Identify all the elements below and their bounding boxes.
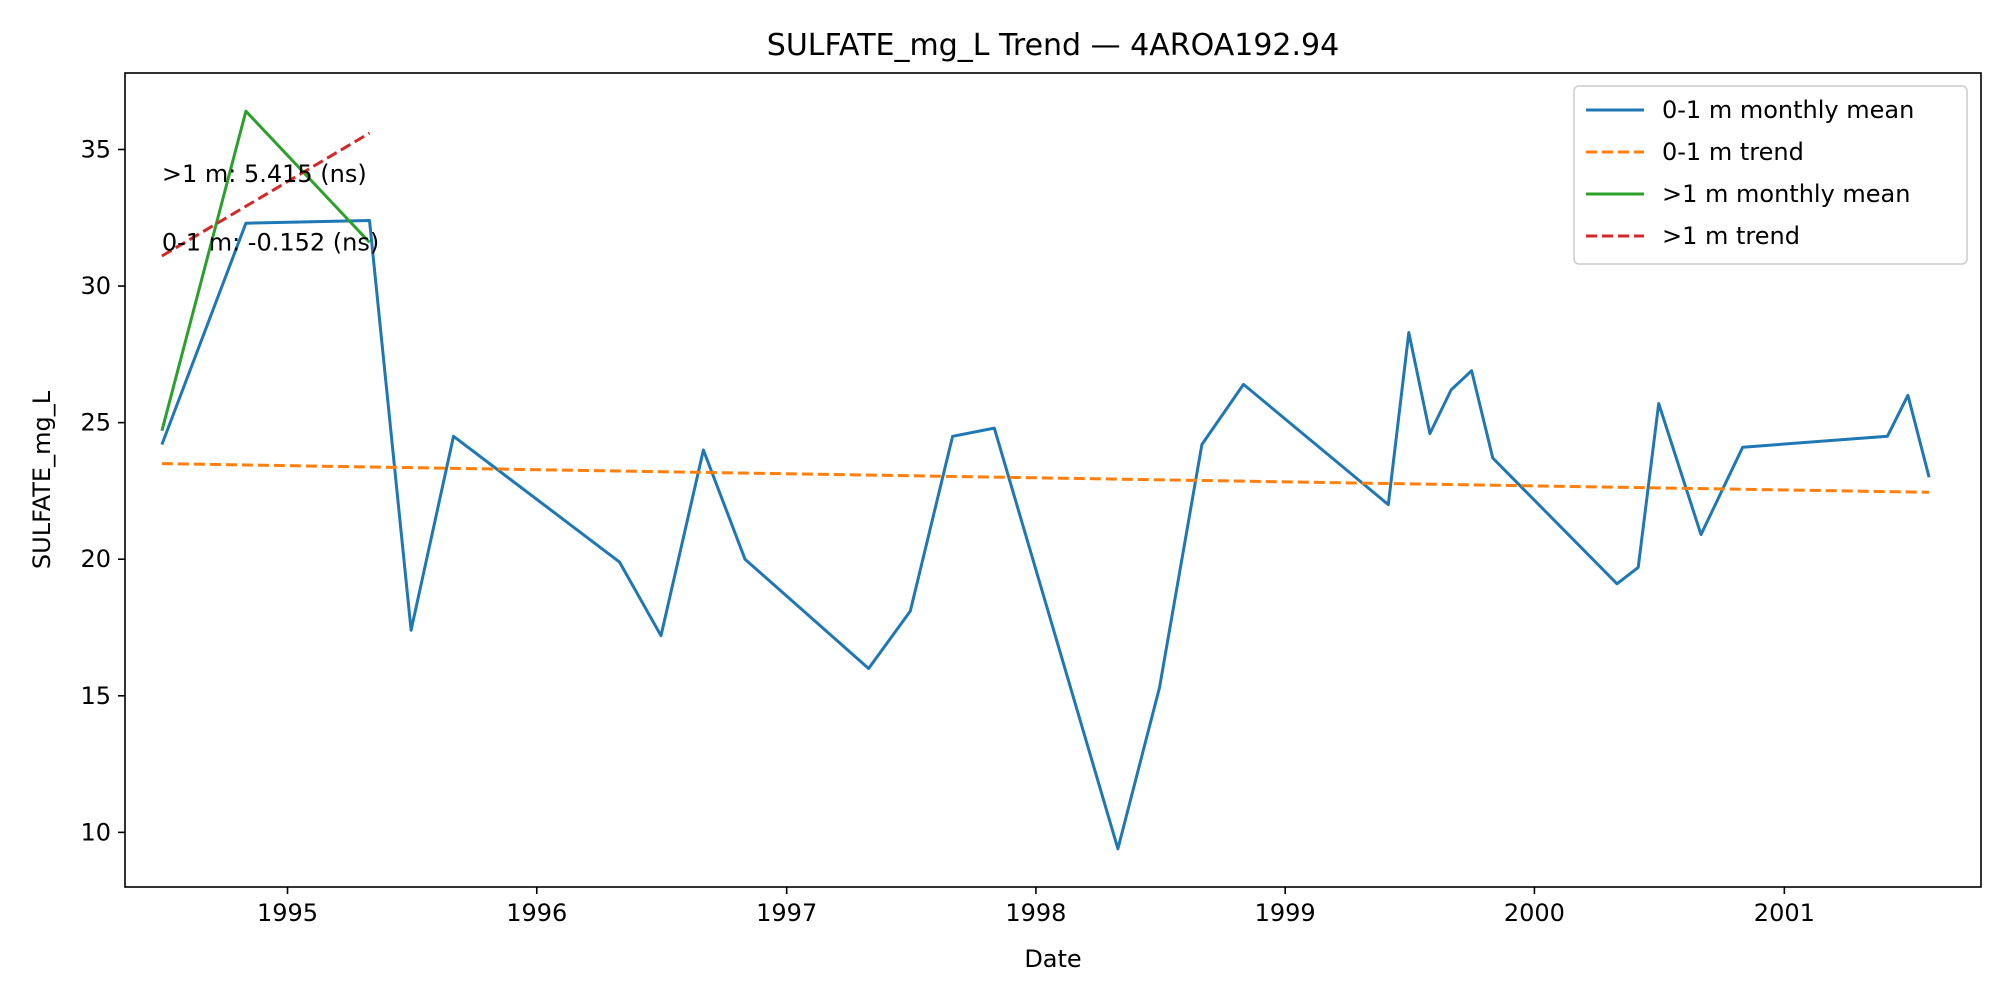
- x-axis-label: Date: [1024, 945, 1081, 973]
- legend-box: [1573, 85, 1968, 265]
- series-line: [161, 131, 371, 258]
- legend-label: >1 m monthly mean: [1662, 180, 1910, 208]
- series-line: [161, 462, 1930, 494]
- x-tick-label: 1999: [1255, 899, 1316, 927]
- x-tick-label: 1995: [257, 899, 318, 927]
- y-tick-label: 35: [80, 135, 111, 163]
- legend-label: 0-1 m trend: [1662, 138, 1804, 166]
- annotation-label: >1 m: 5.415 (ns): [162, 160, 367, 188]
- y-tick-label: 30: [80, 272, 111, 300]
- annotations: >1 m: 5.415 (ns) 0-1 m: -0.152 (ns): [162, 160, 379, 256]
- plot-area: [160, 109, 1931, 851]
- legend: 0-1 m monthly mean 0-1 m trend >1 m monthl…: [1573, 85, 1968, 265]
- legend-label: 0-1 m monthly mean: [1662, 96, 1914, 124]
- x-tick-label: 2000: [1504, 899, 1565, 927]
- legend-label: >1 m trend: [1662, 222, 1800, 250]
- x-tick-label: 1998: [1005, 899, 1066, 927]
- y-tick-label: 15: [80, 682, 111, 710]
- axes: 1995 1996 1997 1998 1999 2000 2001 10 15 20 25 30 35: [80, 135, 1814, 927]
- x-tick-label: 1996: [506, 899, 567, 927]
- y-tick-label: 25: [80, 409, 111, 437]
- plot-frame: [124, 72, 1982, 888]
- y-tick-label: 10: [80, 818, 111, 846]
- series-line: [160, 219, 1931, 851]
- chart-title: SULFATE_mg_L Trend — 4AROA192.94: [767, 28, 1339, 63]
- x-tick-label: 1997: [756, 899, 817, 927]
- y-axis-label: SULFATE_mg_L: [28, 390, 56, 569]
- y-tick-label: 20: [80, 545, 111, 573]
- series-line: [160, 109, 371, 432]
- annotation-label: 0-1 m: -0.152 (ns): [162, 228, 379, 256]
- x-tick-label: 2001: [1754, 899, 1815, 927]
